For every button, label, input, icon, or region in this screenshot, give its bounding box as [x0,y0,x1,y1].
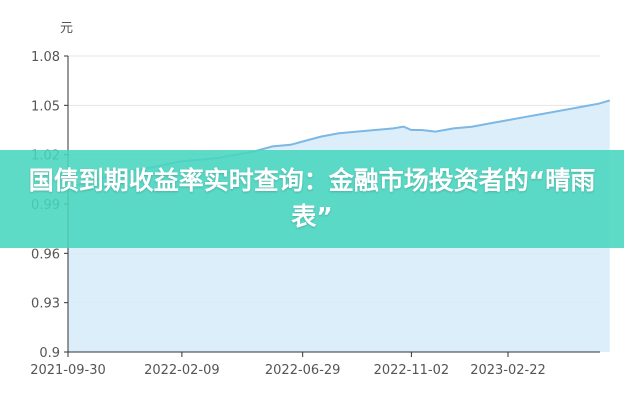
y-tick-label: 0.9 [39,346,60,361]
y-tick-label: 0.96 [31,247,60,262]
x-tick-label: 2022-11-02 [374,363,450,378]
title-banner: 国债到期收益率实时查询：金融市场投资者的“晴雨表” [0,150,624,248]
banner-title: 国债到期收益率实时查询：金融市场投资者的“晴雨表” [28,166,596,231]
y-unit-label: 元 [60,21,73,36]
x-tick-label: 2023-02-22 [470,363,546,378]
y-tick-label: 1.05 [31,99,60,114]
y-tick-label: 1.08 [31,50,60,65]
y-tick-label: 0.93 [31,297,60,312]
x-tick-label: 2022-06-29 [265,363,341,378]
x-tick-labels: 2021-09-30 2022-02-09 2022-06-29 2022-11-02… [30,352,546,378]
x-tick-label: 2021-09-30 [30,363,106,378]
x-tick-label: 2022-02-09 [144,363,220,378]
